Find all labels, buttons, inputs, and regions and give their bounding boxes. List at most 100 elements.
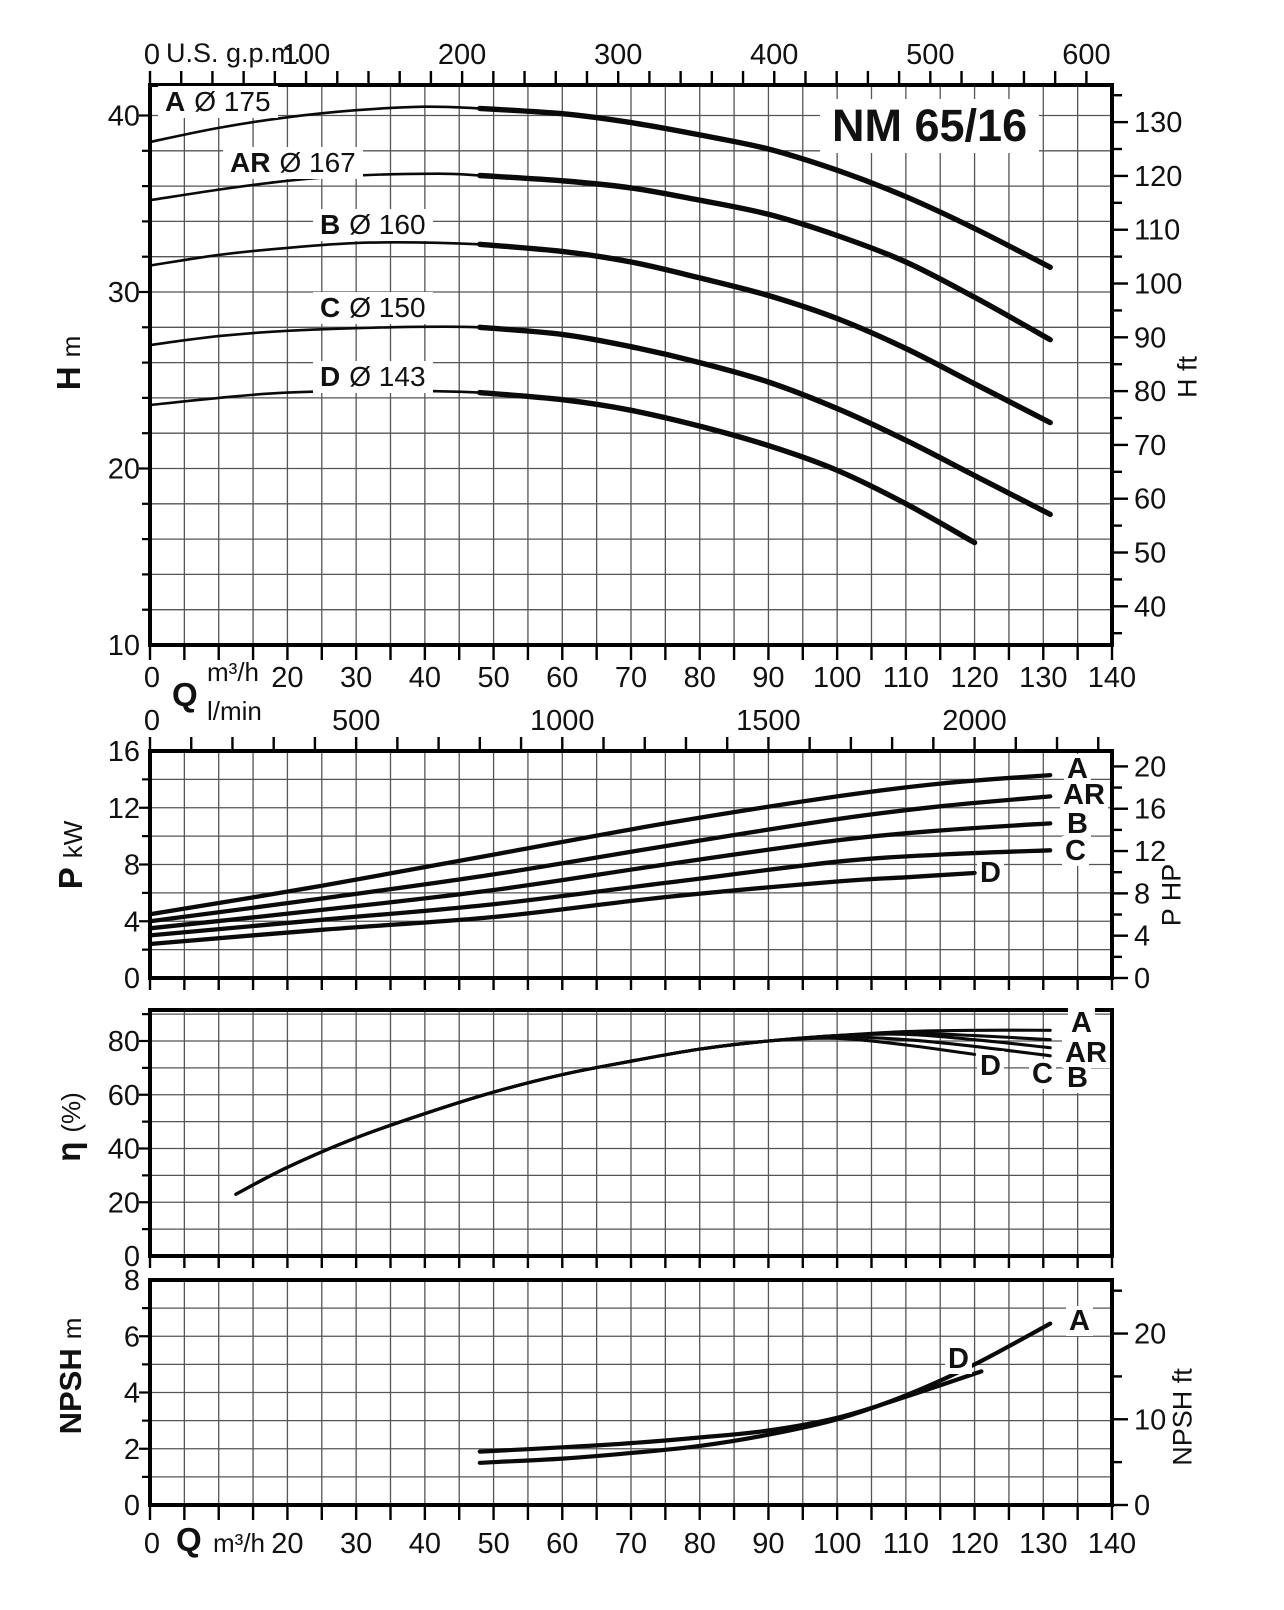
tick-label: 60 bbox=[546, 662, 578, 694]
tick-label: 90 bbox=[1134, 322, 1166, 354]
efficiency-curve-label-c: C bbox=[1029, 1059, 1056, 1089]
power-curve-label-c: C bbox=[1062, 836, 1089, 866]
impeller-diameter: Ø 143 bbox=[349, 361, 426, 392]
tick-label: 0 bbox=[1134, 1490, 1150, 1522]
curve-power-b bbox=[147, 821, 1053, 931]
curve-power-c bbox=[147, 848, 1053, 938]
frame-efficiency bbox=[148, 1008, 1114, 1258]
npsh-flow-axis-symbol: Q bbox=[176, 1521, 202, 1558]
tick-label: 500 bbox=[906, 39, 954, 71]
frame-npsh bbox=[148, 1278, 1114, 1507]
power-axis-symbol: P bbox=[52, 867, 89, 890]
impeller-label-ar: AR Ø 167 bbox=[223, 147, 363, 179]
tick-label: 70 bbox=[615, 662, 647, 694]
impeller-label-a: A Ø 175 bbox=[158, 86, 278, 118]
head-ft-axis-title: H ft bbox=[1172, 355, 1203, 399]
tick-label: 40 bbox=[409, 662, 441, 694]
tick-label: 40 bbox=[1134, 591, 1166, 623]
tick-label: 100 bbox=[282, 39, 330, 71]
npsh-ft-axis-title: NPSH ft bbox=[1167, 1368, 1198, 1466]
tick-label: 400 bbox=[750, 39, 798, 71]
tick-label: 70 bbox=[1134, 430, 1166, 462]
tick-label: 120 bbox=[1134, 161, 1182, 193]
impeller-label-c: C Ø 150 bbox=[313, 292, 433, 324]
curves-power bbox=[147, 772, 1053, 947]
curve-head-a bbox=[148, 105, 1053, 270]
impeller-letter: B bbox=[320, 209, 341, 240]
tick-label: 8 bbox=[1134, 878, 1150, 910]
tick-label: 20 bbox=[271, 1528, 303, 1560]
npsh-curve-label-d: D bbox=[945, 1344, 972, 1374]
npsh-flow-axis-unit: m³/h bbox=[213, 1528, 265, 1558]
tick-label: 140 bbox=[1088, 662, 1136, 694]
impeller-letter: AR bbox=[230, 147, 271, 178]
efficiency-curve-label-a: A bbox=[1068, 1008, 1095, 1038]
impeller-letter: A bbox=[165, 86, 186, 117]
ticks-npsh bbox=[139, 1289, 1128, 1520]
ticks-power bbox=[139, 737, 1128, 990]
power-curve-label-ar: AR bbox=[1060, 780, 1108, 810]
tick-label: 1000 bbox=[530, 705, 595, 737]
tick-label: 90 bbox=[752, 1528, 784, 1560]
tick-label: 30 bbox=[340, 1528, 372, 1560]
tick-label: 80 bbox=[108, 1026, 140, 1058]
curve-efficiency-c bbox=[234, 1035, 1052, 1196]
tick-label: 80 bbox=[684, 1528, 716, 1560]
efficiency-axis-title: η (%) bbox=[50, 1092, 88, 1162]
tick-label: 20 bbox=[1134, 1319, 1166, 1351]
tick-label: 0 bbox=[124, 1490, 140, 1522]
power-curve-label-b: B bbox=[1064, 809, 1091, 839]
tick-label: 4 bbox=[124, 1378, 140, 1410]
curves-efficiency bbox=[234, 1028, 1052, 1196]
tick-label: 20 bbox=[108, 454, 140, 486]
tick-label: 16 bbox=[108, 736, 140, 768]
tick-label: 16 bbox=[1134, 794, 1166, 826]
tick-label: 120 bbox=[950, 662, 998, 694]
flow-axis-unit-m3h: m³/h bbox=[207, 657, 259, 687]
tick-label: 500 bbox=[332, 705, 380, 737]
tick-label: 70 bbox=[615, 1528, 647, 1560]
grid-efficiency bbox=[150, 1010, 1112, 1256]
frame-head bbox=[148, 83, 1114, 647]
tick-label: 10 bbox=[1134, 1404, 1166, 1436]
tick-label: 300 bbox=[594, 39, 642, 71]
tick-label: 20 bbox=[271, 662, 303, 694]
curve-efficiency-d bbox=[234, 1036, 977, 1196]
tick-label: 0 bbox=[144, 39, 160, 71]
tick-label: 4 bbox=[124, 906, 140, 938]
impeller-diameter: Ø 175 bbox=[194, 86, 271, 117]
tick-label: 0 bbox=[124, 963, 140, 995]
impeller-diameter: Ø 150 bbox=[349, 292, 426, 323]
tick-label: 50 bbox=[477, 1528, 509, 1560]
head-axis-unit: m bbox=[56, 335, 86, 358]
power-curve-label-a: A bbox=[1064, 754, 1091, 784]
tick-label: 80 bbox=[1134, 376, 1166, 408]
efficiency-curve-label-d: D bbox=[977, 1051, 1004, 1081]
curves-head bbox=[148, 105, 1053, 546]
ticks-head bbox=[139, 71, 1128, 660]
tick-label: 30 bbox=[108, 277, 140, 309]
power-hp-axis-title: P HP bbox=[1156, 863, 1187, 927]
tick-label: 130 bbox=[1134, 107, 1182, 139]
impeller-diameter: Ø 160 bbox=[349, 209, 426, 240]
impeller-label-b: B Ø 160 bbox=[313, 209, 433, 241]
tick-label: 600 bbox=[1062, 39, 1110, 71]
tick-label: 4 bbox=[1134, 921, 1150, 953]
npsh-axis-title: NPSH m bbox=[53, 1318, 89, 1435]
tick-label: 130 bbox=[1019, 1528, 1067, 1560]
efficiency-axis-unit: (%) bbox=[56, 1092, 86, 1133]
tick-label: 100 bbox=[813, 1528, 861, 1560]
tick-label: 40 bbox=[108, 101, 140, 133]
curve-npsh-d bbox=[477, 1369, 984, 1454]
tick-label: 110 bbox=[1134, 215, 1180, 247]
tick-label: 40 bbox=[409, 1528, 441, 1560]
grid-npsh bbox=[150, 1280, 1112, 1505]
tick-label: 110 bbox=[883, 1528, 929, 1560]
tick-label: 120 bbox=[950, 1528, 998, 1560]
impeller-letter: C bbox=[320, 292, 341, 323]
tick-label: 60 bbox=[108, 1080, 140, 1112]
labels-efficiency: 0 20 40 60 80 bbox=[108, 1026, 140, 1273]
